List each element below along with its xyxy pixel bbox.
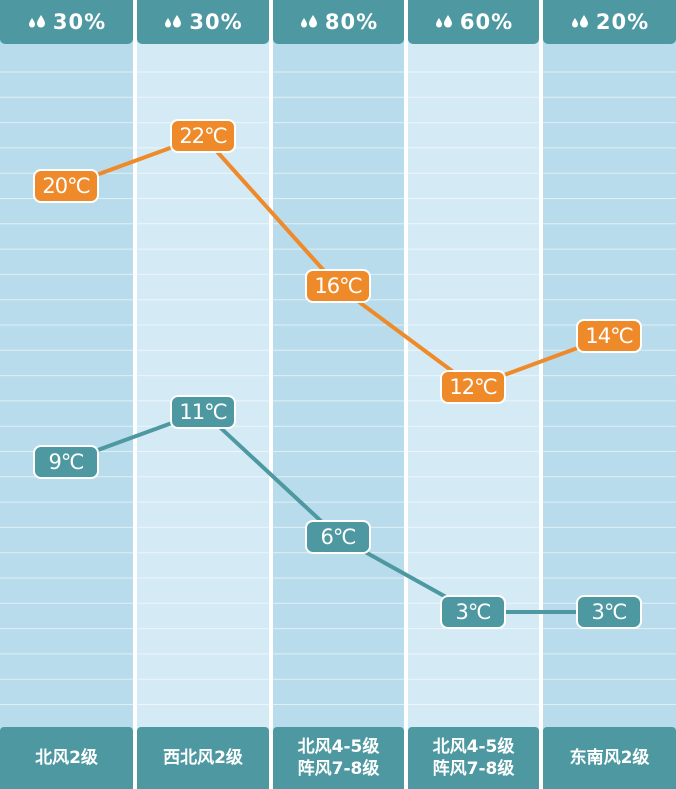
low-temp-label-1: 9℃: [33, 444, 99, 479]
wind-footer-1: 北风2级: [0, 727, 133, 789]
precipitation-value: 30%: [52, 10, 107, 34]
raindrop-icon: [163, 12, 183, 32]
wind-label: 北风4-5级: [432, 737, 515, 757]
wind-footer-2: 西北风2级: [137, 727, 269, 789]
precipitation-value: 60%: [459, 10, 514, 34]
low-temperature-line: [65, 409, 609, 614]
wind-label: 北风4-5级: [297, 737, 380, 757]
low-temp-label-3: 6℃: [305, 519, 371, 554]
gust-label: 阵风7-8级: [432, 759, 515, 779]
low-temp-label-2: 11℃: [170, 394, 236, 429]
raindrop-icon: [299, 12, 319, 32]
high-temp-label-3: 16℃: [305, 269, 371, 304]
column-bg-5: [543, 0, 676, 789]
column-bg-3: [273, 0, 404, 789]
low-temp-label-5: 3℃: [576, 595, 642, 629]
gust-label: 阵风7-8级: [297, 759, 380, 779]
precipitation-header-5: 20%: [543, 0, 676, 44]
high-temp-label-5: 14℃: [576, 319, 642, 354]
wind-label: 西北风2级: [163, 748, 243, 768]
precipitation-header-4: 60%: [408, 0, 539, 44]
wind-label: 东南风2级: [569, 748, 650, 768]
high-temp-label-4: 12℃: [440, 369, 506, 404]
high-temp-label-2: 22℃: [170, 119, 236, 153]
wind-footer-4: 北风4-5级 阵风7-8级: [408, 727, 539, 789]
wind-label: 北风2级: [35, 748, 98, 768]
wind-footer-5: 东南风2级: [543, 727, 676, 789]
low-temp-label-4: 3℃: [440, 595, 506, 629]
raindrop-icon: [27, 12, 47, 32]
wind-footer-3: 北风4-5级 阵风7-8级: [273, 727, 404, 789]
precipitation-header-2: 30%: [137, 0, 269, 44]
precipitation-value: 80%: [324, 10, 379, 34]
column-bg-1: [0, 0, 133, 789]
precipitation-header-1: 30%: [0, 0, 133, 44]
precipitation-value: 30%: [189, 10, 243, 34]
high-temp-label-1: 20℃: [33, 169, 99, 204]
precipitation-header-3: 80%: [273, 0, 404, 44]
raindrop-icon: [570, 12, 590, 32]
precipitation-value: 20%: [595, 10, 650, 34]
raindrop-icon: [434, 12, 454, 32]
